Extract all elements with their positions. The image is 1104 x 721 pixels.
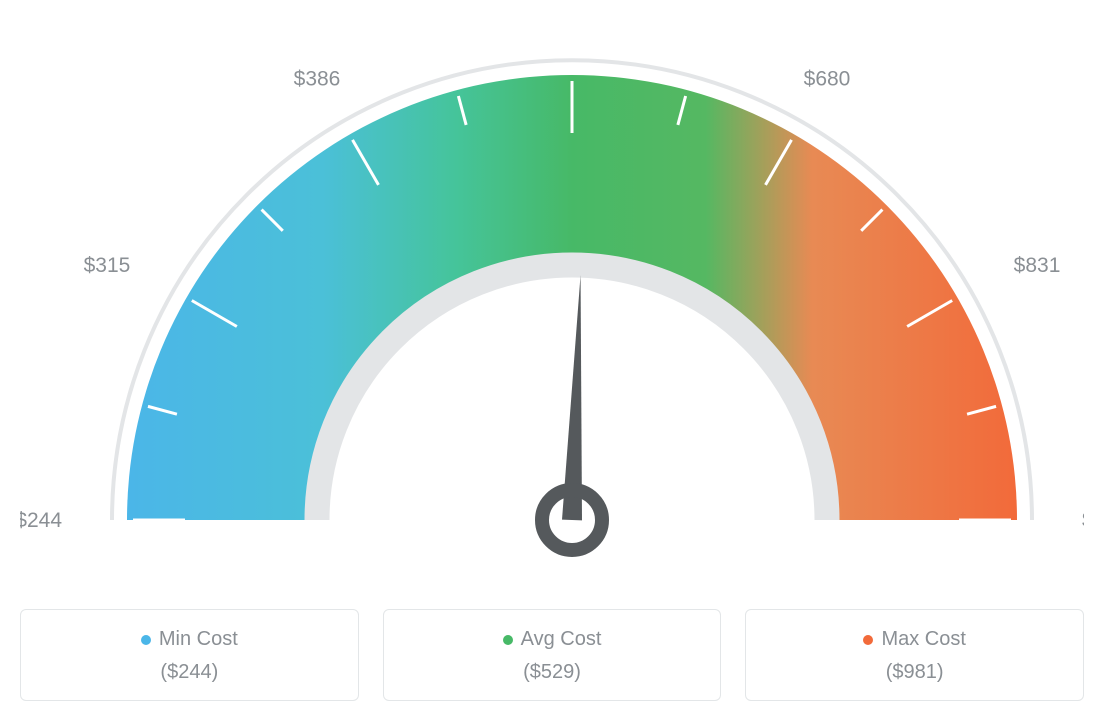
dot-icon: [503, 635, 513, 645]
tick-label: $529: [549, 20, 596, 22]
legend-value-max: ($981): [756, 661, 1073, 684]
dot-icon: [141, 635, 151, 645]
legend-card-min: Min Cost ($244): [20, 609, 359, 701]
legend-label-min: Min Cost: [141, 628, 238, 651]
tick-label: $680: [804, 67, 851, 90]
legend-label-text: Min Cost: [159, 628, 238, 651]
tick-label: $831: [1014, 254, 1061, 277]
tick-label: $386: [294, 67, 341, 90]
legend-card-max: Max Cost ($981): [745, 609, 1084, 701]
legend-card-avg: Avg Cost ($529): [383, 609, 722, 701]
tick-label: $981: [1082, 509, 1084, 532]
legend-label-text: Max Cost: [881, 628, 965, 651]
legend-value-min: ($244): [31, 661, 348, 684]
legend-value-avg: ($529): [394, 661, 711, 684]
cost-gauge: $244 $315 $386 $529 $680 $831 $981: [20, 20, 1084, 580]
tick-label: $315: [84, 254, 131, 277]
gauge-chart-container: $244 $315 $386 $529 $680 $831 $981 Min Cost ($…: [20, 20, 1084, 701]
legend-label-max: Max Cost: [863, 628, 965, 651]
dot-icon: [863, 635, 873, 645]
legend-label-text: Avg Cost: [521, 628, 602, 651]
legend-row: Min Cost ($244) Avg Cost ($529) Max Cost…: [20, 609, 1084, 701]
legend-label-avg: Avg Cost: [503, 628, 602, 651]
tick-label: $244: [20, 509, 62, 532]
